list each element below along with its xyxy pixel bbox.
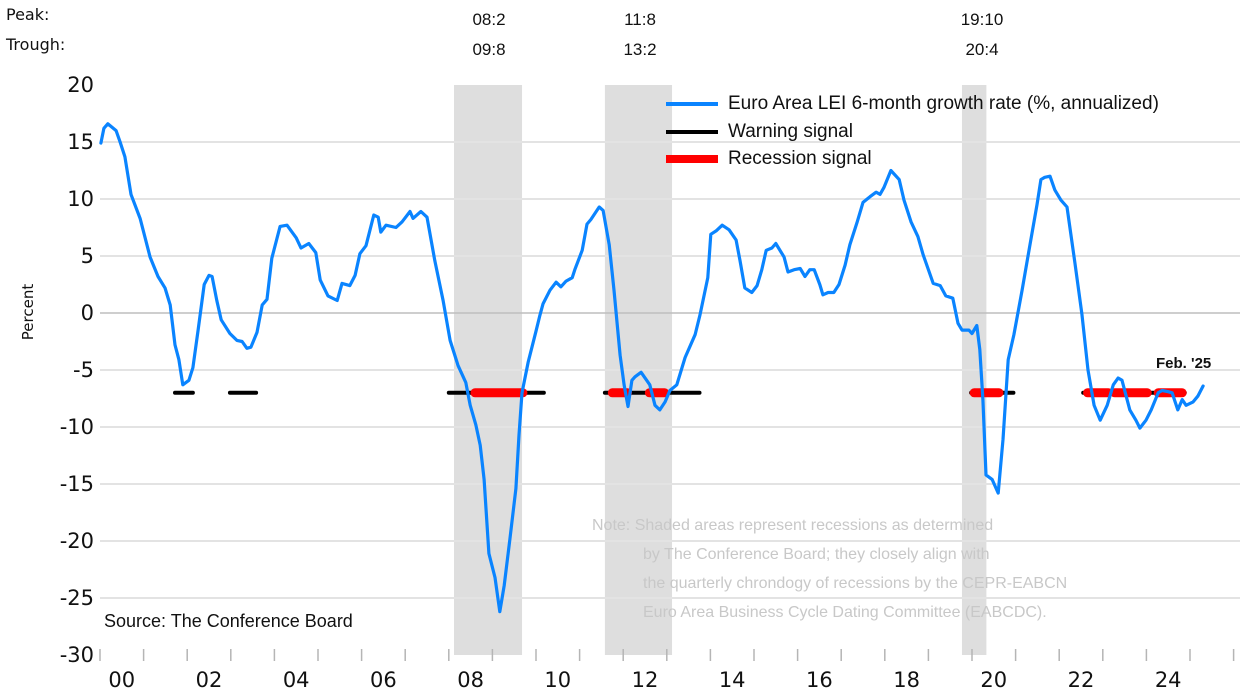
x-tick-label: 20: [980, 668, 1008, 692]
recession-2-peak: 11:8: [624, 10, 656, 29]
x-tick-label: 10: [544, 668, 572, 692]
peak-label: Peak:: [6, 5, 50, 24]
x-tick-label: 02: [195, 668, 223, 692]
legend-item-lei: Euro Area LEI 6-month growth rate (%, an…: [666, 92, 1159, 116]
recession-1-peak: 08:2: [472, 10, 506, 29]
y-tick-label: -10: [59, 415, 94, 439]
legend-label: Recession signal: [728, 148, 872, 169]
x-tick-label: 18: [893, 668, 920, 692]
recession-3-peak: 19:10: [960, 10, 1004, 29]
latest-date-annotation: Feb. '25: [1156, 355, 1212, 372]
y-tick-label: -20: [59, 529, 94, 553]
legend-swatch-warning: [666, 130, 718, 134]
x-tick-label: 14: [718, 668, 746, 692]
recession-1-trough: 09:8: [472, 40, 506, 59]
legend-item-warning: Warning signal: [666, 120, 853, 144]
gridlines-group: [100, 141, 1240, 599]
legend-label: Warning signal: [728, 121, 853, 142]
y-tick-label: -15: [59, 472, 94, 496]
recession-2-trough: 13:2: [623, 40, 657, 59]
y-tick-label: -5: [73, 358, 94, 382]
y-tick-label: 10: [67, 187, 94, 211]
note-line: by The Conference Board; they closely al…: [643, 546, 990, 563]
y-tick-label: 15: [67, 130, 94, 154]
series-lines-group: [99, 122, 1205, 614]
x-tick-label: 08: [457, 668, 484, 692]
note-line: the quarterly chrondogy of recessions by…: [643, 575, 1068, 592]
x-tick-label: 12: [631, 668, 659, 692]
y-tick-label: 20: [67, 73, 94, 97]
x-tick-label: 00: [108, 668, 136, 692]
note-line: Note: Shaded areas represent recessions …: [592, 517, 994, 534]
x-tick-label: 06: [370, 668, 397, 692]
legend-label: Euro Area LEI 6-month growth rate (%, an…: [728, 93, 1159, 114]
x-tick-label: 16: [806, 668, 833, 692]
x-tick-marks-group: [99, 649, 1235, 661]
note-line: Euro Area Business Cycle Dating Committe…: [643, 604, 1047, 621]
x-tick-label: 24: [1154, 668, 1182, 692]
legend-swatch-line: [666, 102, 718, 106]
lei-series-line: [99, 122, 1205, 614]
y-tick-label: 5: [80, 244, 94, 268]
y-axis-label: Percent: [19, 283, 37, 341]
legend-item-recession: Recession signal: [666, 147, 872, 171]
y-tick-label: 0: [80, 301, 94, 325]
x-tick-label: 04: [282, 668, 310, 692]
trough-label: Trough:: [6, 35, 66, 54]
legend-swatch-recession: [666, 155, 718, 163]
y-tick-label: -30: [59, 643, 94, 667]
y-tick-label: -25: [59, 586, 94, 610]
recession-3-trough: 20:4: [965, 40, 999, 59]
x-tick-label: 22: [1067, 668, 1095, 692]
source-text: Source: The Conference Board: [104, 611, 353, 631]
